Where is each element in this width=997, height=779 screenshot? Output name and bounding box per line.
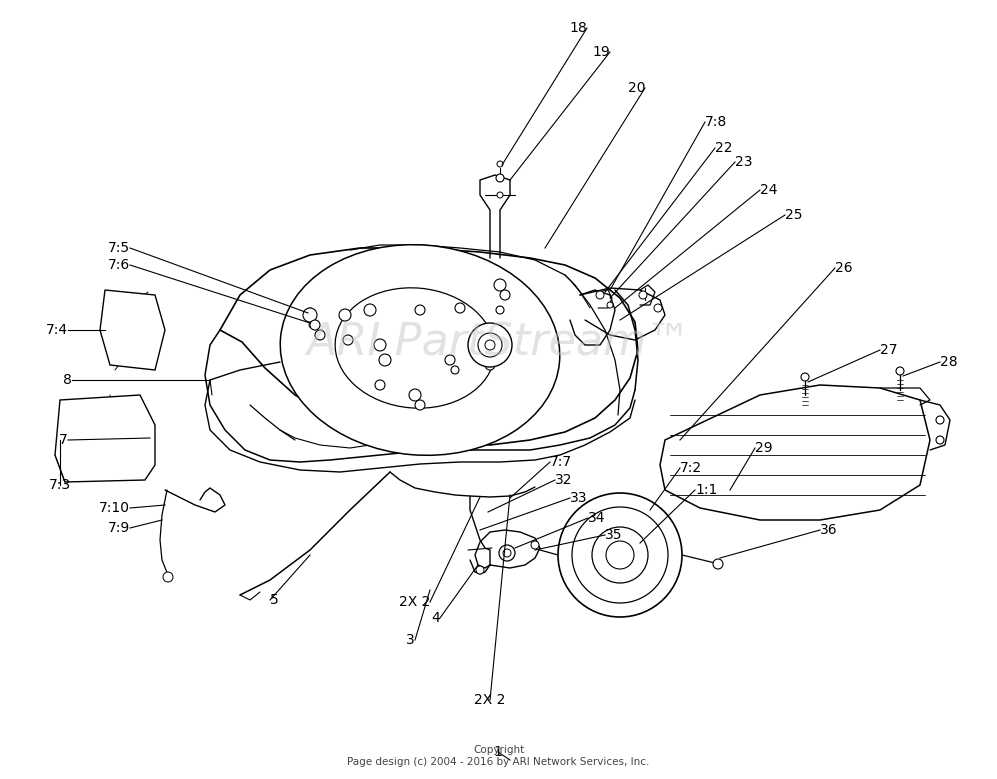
Text: 7:5: 7:5 xyxy=(108,241,130,255)
Text: 26: 26 xyxy=(835,261,852,275)
Text: 7:3: 7:3 xyxy=(49,478,71,492)
Circle shape xyxy=(531,541,539,549)
Circle shape xyxy=(476,566,484,574)
Circle shape xyxy=(497,161,503,167)
Circle shape xyxy=(500,290,510,300)
Text: 7:4: 7:4 xyxy=(46,323,68,337)
Text: 24: 24 xyxy=(760,183,778,197)
Text: 8: 8 xyxy=(63,373,72,387)
Text: Copyright
Page design (c) 2004 - 2016 by ARI Network Services, Inc.: Copyright Page design (c) 2004 - 2016 by… xyxy=(347,746,650,767)
Text: 34: 34 xyxy=(588,511,605,525)
Circle shape xyxy=(310,320,320,330)
Circle shape xyxy=(478,333,502,357)
Circle shape xyxy=(455,303,465,313)
Text: 18: 18 xyxy=(569,21,587,35)
Text: 3: 3 xyxy=(406,633,415,647)
Polygon shape xyxy=(55,395,155,482)
Circle shape xyxy=(596,291,604,299)
Circle shape xyxy=(468,323,512,367)
Text: 7:6: 7:6 xyxy=(108,258,130,272)
Circle shape xyxy=(315,330,325,340)
Text: 1:1: 1:1 xyxy=(695,483,718,497)
Text: 27: 27 xyxy=(880,343,897,357)
Circle shape xyxy=(607,302,613,308)
Circle shape xyxy=(494,279,506,291)
Circle shape xyxy=(606,541,634,569)
Circle shape xyxy=(499,545,515,561)
Circle shape xyxy=(654,304,662,312)
Polygon shape xyxy=(660,385,930,520)
Ellipse shape xyxy=(335,287,495,408)
Circle shape xyxy=(558,493,682,617)
Circle shape xyxy=(374,339,386,351)
Text: 2X 2: 2X 2 xyxy=(399,595,430,609)
Text: 7:7: 7:7 xyxy=(550,455,572,469)
Circle shape xyxy=(503,549,511,557)
Text: 7:9: 7:9 xyxy=(108,521,130,535)
Circle shape xyxy=(572,507,668,603)
Text: 1: 1 xyxy=(494,745,502,759)
Circle shape xyxy=(801,373,809,381)
Circle shape xyxy=(309,322,315,328)
Text: 2X 2: 2X 2 xyxy=(475,693,505,707)
Text: 35: 35 xyxy=(605,528,622,542)
Circle shape xyxy=(896,367,904,375)
Text: 36: 36 xyxy=(820,523,837,537)
Circle shape xyxy=(639,291,647,299)
Circle shape xyxy=(364,304,376,316)
Text: 23: 23 xyxy=(735,155,753,169)
Text: 7:2: 7:2 xyxy=(680,461,702,475)
Circle shape xyxy=(415,305,425,315)
Ellipse shape xyxy=(280,245,559,455)
Text: 7:8: 7:8 xyxy=(705,115,727,129)
Circle shape xyxy=(497,192,503,198)
Circle shape xyxy=(415,400,425,410)
Text: 33: 33 xyxy=(570,491,587,505)
Text: ARI PartStream™: ARI PartStream™ xyxy=(306,321,691,365)
Circle shape xyxy=(936,436,944,444)
Circle shape xyxy=(496,306,504,314)
Polygon shape xyxy=(100,290,165,370)
Text: 19: 19 xyxy=(592,45,610,59)
Circle shape xyxy=(451,366,459,374)
Circle shape xyxy=(163,572,173,582)
Circle shape xyxy=(936,416,944,424)
Text: 4: 4 xyxy=(432,611,440,625)
Circle shape xyxy=(485,340,495,350)
Text: 25: 25 xyxy=(785,208,803,222)
Circle shape xyxy=(592,527,648,583)
Text: 22: 22 xyxy=(715,141,733,155)
Circle shape xyxy=(445,355,455,365)
Circle shape xyxy=(485,360,495,370)
Circle shape xyxy=(713,559,723,569)
Text: 29: 29 xyxy=(755,441,773,455)
Text: 32: 32 xyxy=(555,473,572,487)
Circle shape xyxy=(339,309,351,321)
Text: 7:10: 7:10 xyxy=(99,501,130,515)
Circle shape xyxy=(409,389,421,401)
Circle shape xyxy=(375,380,385,390)
Text: 5: 5 xyxy=(270,593,279,607)
Circle shape xyxy=(379,354,391,366)
Text: 28: 28 xyxy=(940,355,958,369)
Polygon shape xyxy=(220,248,638,445)
Circle shape xyxy=(303,308,317,322)
Text: 7: 7 xyxy=(59,433,68,447)
Circle shape xyxy=(496,174,504,182)
Text: 20: 20 xyxy=(627,81,645,95)
Circle shape xyxy=(306,308,314,316)
Circle shape xyxy=(343,335,353,345)
